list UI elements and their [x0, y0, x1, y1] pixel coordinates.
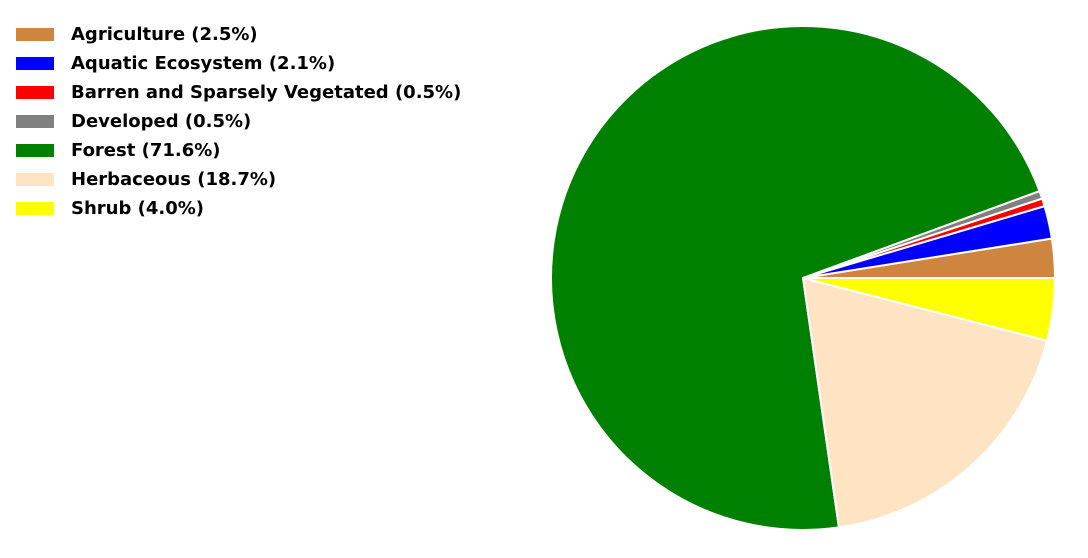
legend-swatch-barren-and-sparsely-vegetated: [16, 86, 54, 99]
legend-label-aquatic-ecosystem: Aquatic Ecosystem (2.1%): [71, 53, 336, 74]
pie-slices: [550, 25, 1056, 531]
legend-item-herbaceous: Herbaceous (18.7%): [16, 165, 461, 194]
legend-item-shrub: Shrub (4.0%): [16, 194, 461, 223]
pie-slice-shrub: [802, 277, 1056, 342]
legend-swatch-shrub: [16, 202, 54, 215]
legend-swatch-aquatic-ecosystem: [16, 57, 54, 70]
legend-label-barren-and-sparsely-vegetated: Barren and Sparsely Vegetated (0.5%): [71, 82, 462, 103]
legend-item-agriculture: Agriculture (2.5%): [16, 20, 461, 49]
legend-swatch-agriculture: [16, 28, 54, 41]
pie-slice-forest: [550, 25, 1041, 531]
pie-slice-herbaceous: [802, 277, 1049, 529]
legend-label-agriculture: Agriculture (2.5%): [71, 24, 258, 45]
legend-item-forest: Forest (71.6%): [16, 136, 461, 165]
legend-item-barren-and-sparsely-vegetated: Barren and Sparsely Vegetated (0.5%): [16, 78, 461, 107]
legend-swatch-herbaceous: [16, 173, 54, 186]
legend: Agriculture (2.5%) Aquatic Ecosystem (2.1…: [16, 20, 461, 223]
legend-item-aquatic-ecosystem: Aquatic Ecosystem (2.1%): [16, 49, 461, 78]
legend-label-herbaceous: Herbaceous (18.7%): [71, 169, 277, 190]
legend-swatch-developed: [16, 115, 54, 128]
legend-label-developed: Developed (0.5%): [71, 111, 252, 132]
legend-label-forest: Forest (71.6%): [71, 140, 221, 161]
legend-label-shrub: Shrub (4.0%): [71, 198, 204, 219]
legend-swatch-forest: [16, 144, 54, 157]
legend-item-developed: Developed (0.5%): [16, 107, 461, 136]
